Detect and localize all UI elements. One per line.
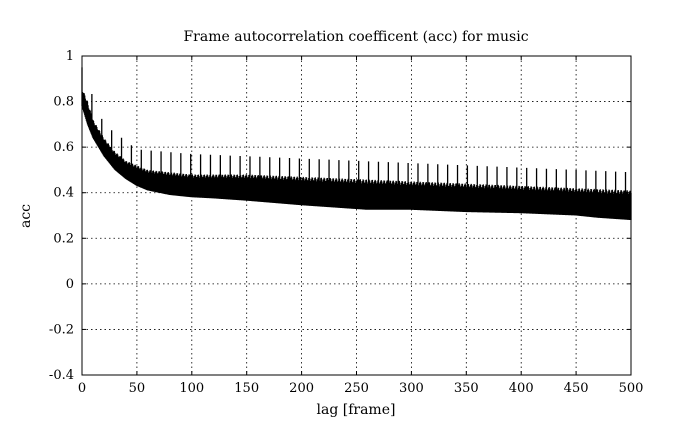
x-tick-label: 500 [619, 381, 644, 396]
y-tick-label: 0.8 [53, 95, 74, 110]
y-tick-label: 0.6 [53, 140, 74, 155]
y-axis-label: acc [18, 204, 34, 228]
y-tick-label: -0.2 [49, 322, 74, 337]
y-tick-label: 0.2 [53, 231, 74, 246]
y-tick-label: -0.4 [49, 368, 74, 383]
y-tick-label: 1 [66, 49, 74, 64]
x-tick-label: 100 [179, 381, 204, 396]
x-tick-label: 200 [289, 381, 314, 396]
x-tick-label: 50 [129, 381, 146, 396]
x-tick-label: 300 [399, 381, 424, 396]
y-tick-label: 0.4 [53, 186, 74, 201]
tick-layer: 0 50 100 150 200 250 300 350 400 450 500 1 0.8 0.6 0.4… [49, 49, 643, 396]
chart-title: Frame autocorrelation coefficent (acc) f… [183, 29, 528, 45]
grid-layer [82, 56, 631, 375]
x-axis-label: lag [frame] [317, 402, 396, 418]
x-tick-label: 0 [78, 381, 86, 396]
y-tick-label: 0 [66, 277, 74, 292]
x-tick-label: 250 [344, 381, 369, 396]
x-tick-label: 400 [509, 381, 534, 396]
x-tick-label: 350 [454, 381, 479, 396]
x-tick-label: 450 [564, 381, 589, 396]
x-tick-label: 150 [234, 381, 259, 396]
